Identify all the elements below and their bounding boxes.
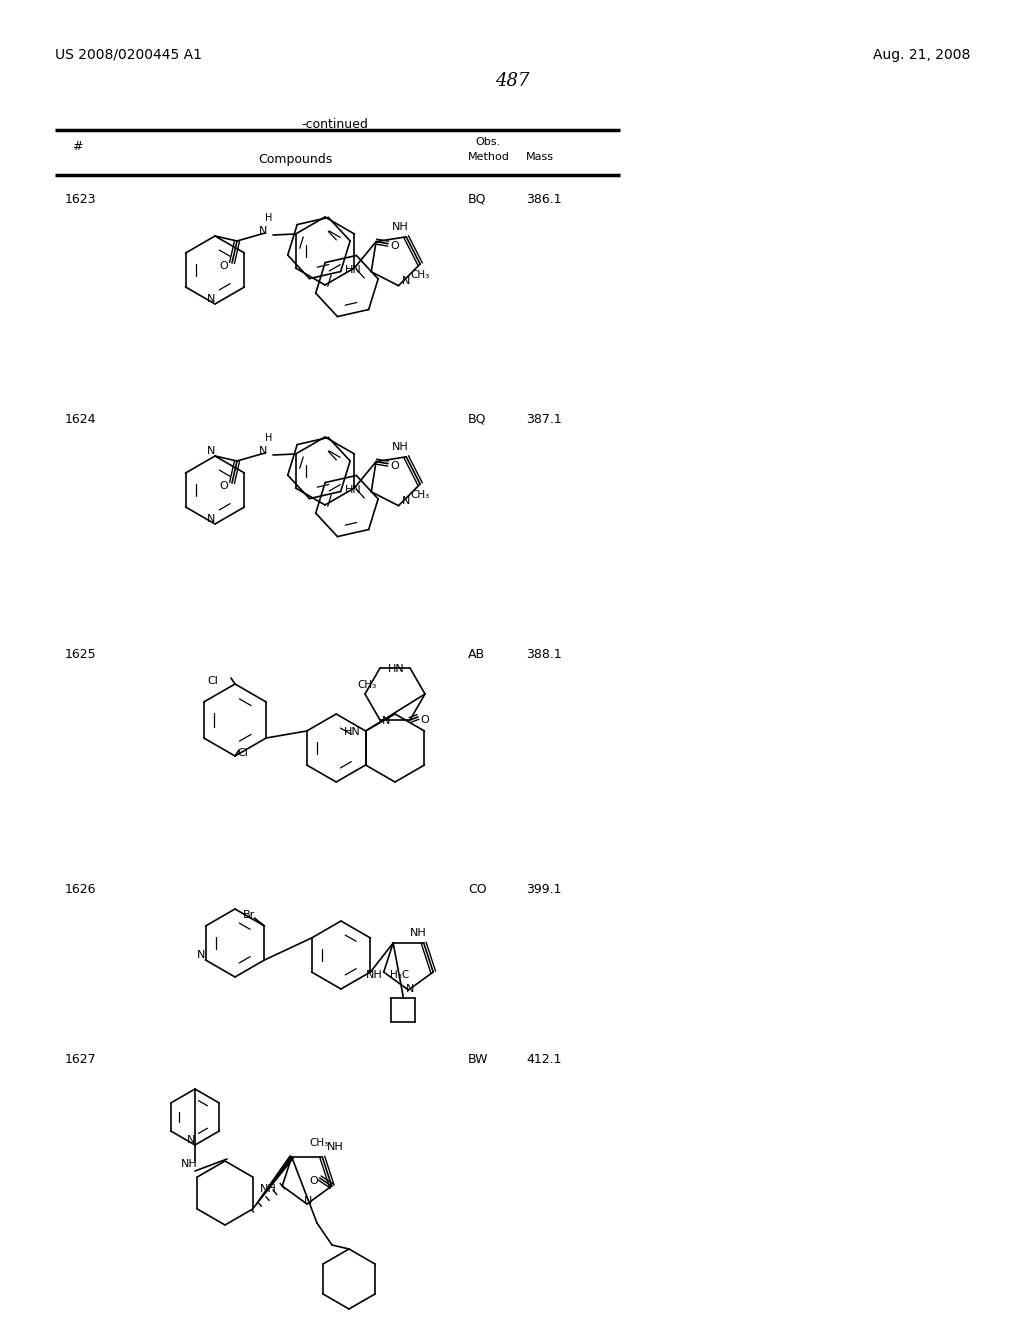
Text: 1625: 1625 — [65, 648, 96, 661]
Text: US 2008/0200445 A1: US 2008/0200445 A1 — [55, 48, 202, 62]
Text: NH: NH — [366, 970, 383, 979]
Text: O: O — [219, 261, 228, 271]
Text: NH: NH — [411, 928, 427, 939]
Text: 487: 487 — [495, 73, 529, 90]
Text: N: N — [304, 1196, 312, 1206]
Text: NH: NH — [181, 1159, 198, 1170]
Text: CH₃: CH₃ — [357, 680, 376, 690]
Text: O: O — [219, 480, 228, 491]
Text: N: N — [259, 446, 267, 455]
Text: BQ: BQ — [468, 413, 486, 426]
Text: N: N — [259, 226, 267, 236]
Text: HN: HN — [345, 484, 361, 495]
Text: NH: NH — [328, 1142, 344, 1152]
Text: O: O — [390, 240, 398, 251]
Text: N: N — [186, 1135, 196, 1144]
Text: 1623: 1623 — [65, 193, 96, 206]
Text: CH₃: CH₃ — [411, 490, 430, 500]
Text: 399.1: 399.1 — [526, 883, 561, 896]
Text: N: N — [401, 496, 410, 506]
Text: Aug. 21, 2008: Aug. 21, 2008 — [872, 48, 970, 62]
Text: N: N — [406, 983, 414, 994]
Text: O: O — [390, 461, 398, 471]
Text: N: N — [198, 950, 206, 960]
Text: Method: Method — [468, 152, 510, 162]
Text: N: N — [401, 276, 410, 285]
Text: Obs.: Obs. — [475, 137, 500, 147]
Text: NH: NH — [392, 222, 409, 232]
Text: Mass: Mass — [526, 152, 554, 162]
Text: HN: HN — [388, 664, 404, 675]
Text: O: O — [309, 1176, 318, 1187]
Text: N: N — [207, 446, 215, 455]
Text: Cl: Cl — [237, 748, 248, 758]
Text: Br: Br — [243, 909, 255, 920]
Text: N: N — [207, 294, 215, 304]
Text: -continued: -continued — [301, 117, 369, 131]
Text: 1627: 1627 — [65, 1053, 96, 1067]
Text: BQ: BQ — [468, 193, 486, 206]
Text: NH: NH — [392, 442, 409, 451]
Text: CH₃: CH₃ — [411, 269, 430, 280]
Text: CH₃: CH₃ — [309, 1138, 329, 1148]
Text: H: H — [265, 433, 272, 444]
Text: 388.1: 388.1 — [526, 648, 562, 661]
Text: CO: CO — [468, 883, 486, 896]
Text: N: N — [382, 715, 390, 726]
Text: #: # — [72, 140, 83, 153]
Text: HN: HN — [345, 265, 361, 275]
Text: NH: NH — [260, 1184, 278, 1195]
Text: H: H — [265, 213, 272, 223]
Polygon shape — [253, 1156, 293, 1209]
Text: 386.1: 386.1 — [526, 193, 561, 206]
Text: 412.1: 412.1 — [526, 1053, 561, 1067]
Text: Compounds: Compounds — [258, 153, 332, 166]
Text: H₃C: H₃C — [390, 970, 410, 979]
Text: Cl: Cl — [207, 676, 218, 686]
Text: 1624: 1624 — [65, 413, 96, 426]
Text: BW: BW — [468, 1053, 488, 1067]
Text: O: O — [420, 715, 429, 725]
Text: N: N — [207, 513, 215, 524]
Text: 1626: 1626 — [65, 883, 96, 896]
Text: 387.1: 387.1 — [526, 413, 562, 426]
Text: HN: HN — [344, 727, 360, 737]
Text: AB: AB — [468, 648, 485, 661]
